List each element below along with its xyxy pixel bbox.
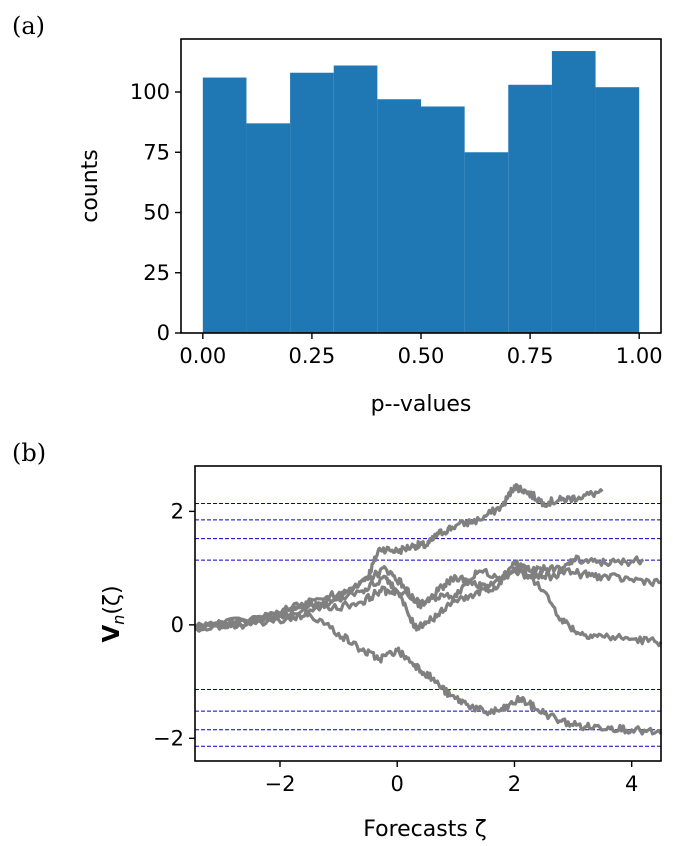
walk-x-axis-label: Forecasts ζ [363, 817, 487, 842]
histogram-x-axis-label: p--values [371, 392, 472, 417]
walk-x-tick-label: 0 [391, 772, 404, 796]
walk-y-axis-label: Vn(ζ) [99, 585, 128, 642]
walk-y-axis-label-rest: (ζ) [100, 585, 125, 614]
random-walk-line [194, 559, 662, 632]
histogram-bar [202, 77, 247, 334]
histogram-plot: 0.00 0.25 0.50 0.75 1.00 0 25 50 75 100 [130, 38, 663, 368]
histogram-x-tick-label: 0.75 [507, 344, 554, 368]
histogram-y-axis-label: counts [78, 149, 103, 223]
random-walk-plot: −2 0 2 4 −2 0 2 [153, 465, 663, 796]
histogram-bar [508, 84, 552, 333]
histogram-y-tick-label: 50 [143, 201, 170, 225]
histogram-y-tick-label: 75 [143, 140, 170, 164]
walk-y-tick-label: −2 [153, 726, 184, 750]
histogram-x-tick-label: 0.00 [179, 344, 226, 368]
histogram-bar [377, 99, 421, 333]
walk-y-axis-label-main: V [99, 625, 125, 643]
histogram-x-tick-label: 0.50 [398, 344, 445, 368]
walk-plot-frame [194, 465, 662, 762]
histogram-bar [290, 72, 334, 333]
histogram-y-tick-label: 25 [143, 261, 170, 285]
histogram-x-tick-label: 0.25 [289, 344, 336, 368]
walk-y-tick-label: 2 [171, 499, 184, 523]
random-walk-line [193, 554, 645, 629]
walk-y-tick-label: 0 [171, 613, 184, 637]
random-walk-line [194, 609, 663, 736]
histogram-x-tick-label: 1.00 [616, 344, 663, 368]
panel-a-label: (a) [12, 12, 45, 40]
histogram-y-tick-label: 0 [157, 321, 170, 345]
histogram-bar [551, 51, 596, 333]
walk-x-tick-label: 2 [508, 772, 521, 796]
random-walk-line [193, 568, 663, 648]
histogram-bar [333, 65, 378, 334]
histogram-bar [464, 152, 509, 333]
histogram-bar [595, 87, 640, 334]
walk-y-axis-label-sub: n [109, 615, 128, 625]
walk-x-tick-label: −2 [265, 772, 296, 796]
random-walk-line [194, 483, 604, 631]
histogram-bar [246, 123, 291, 333]
walk-x-tick-label: 4 [625, 772, 638, 796]
histogram-bar [421, 106, 465, 334]
panel-b-label: (b) [12, 439, 46, 467]
histogram-y-tick-label: 100 [130, 80, 170, 104]
